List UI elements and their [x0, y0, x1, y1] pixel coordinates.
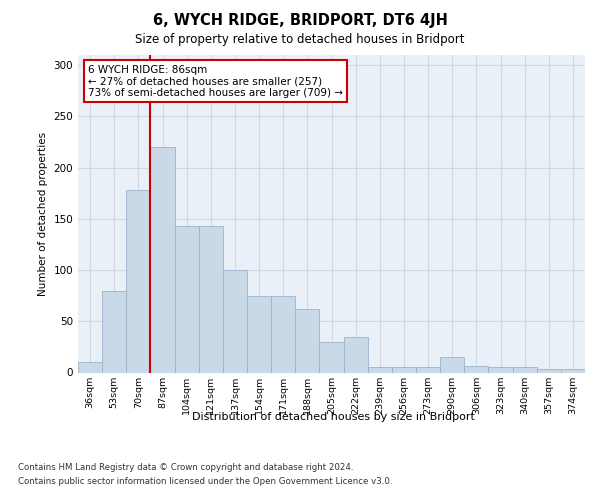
Text: Contains HM Land Registry data © Crown copyright and database right 2024.: Contains HM Land Registry data © Crown c…	[18, 462, 353, 471]
Bar	[151, 147, 175, 372]
Bar	[102, 290, 126, 372]
Bar	[271, 296, 295, 372]
Bar	[561, 370, 585, 372]
Text: Size of property relative to detached houses in Bridport: Size of property relative to detached ho…	[135, 32, 465, 46]
Y-axis label: Number of detached properties: Number of detached properties	[38, 132, 48, 296]
Bar	[537, 370, 561, 372]
Bar	[247, 296, 271, 372]
Bar	[368, 368, 392, 372]
Bar	[440, 357, 464, 372]
Bar	[223, 270, 247, 372]
Bar	[319, 342, 344, 372]
Bar	[512, 368, 537, 372]
Bar	[344, 336, 368, 372]
Bar	[464, 366, 488, 372]
Text: Distribution of detached houses by size in Bridport: Distribution of detached houses by size …	[191, 412, 475, 422]
Bar	[175, 226, 199, 372]
Bar	[78, 362, 102, 372]
Bar	[392, 368, 416, 372]
Bar	[126, 190, 151, 372]
Text: 6, WYCH RIDGE, BRIDPORT, DT6 4JH: 6, WYCH RIDGE, BRIDPORT, DT6 4JH	[152, 12, 448, 28]
Bar	[199, 226, 223, 372]
Text: Contains public sector information licensed under the Open Government Licence v3: Contains public sector information licen…	[18, 478, 392, 486]
Bar	[416, 368, 440, 372]
Bar	[488, 368, 512, 372]
Bar	[295, 309, 319, 372]
Text: 6 WYCH RIDGE: 86sqm
← 27% of detached houses are smaller (257)
73% of semi-detac: 6 WYCH RIDGE: 86sqm ← 27% of detached ho…	[88, 64, 343, 98]
